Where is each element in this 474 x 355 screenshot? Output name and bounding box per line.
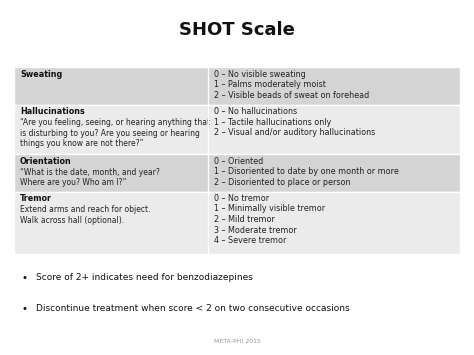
Text: 3 – Moderate tremor: 3 – Moderate tremor (214, 226, 296, 235)
Text: 2 – Visible beads of sweat on forehead: 2 – Visible beads of sweat on forehead (214, 91, 369, 100)
Text: 0 – No tremor: 0 – No tremor (214, 194, 269, 203)
Text: 1 – Disoriented to date by one month or more: 1 – Disoriented to date by one month or … (214, 167, 399, 176)
Text: 1 – Tactile hallucinations only: 1 – Tactile hallucinations only (214, 118, 331, 126)
Text: is disturbing to you? Are you seeing or hearing: is disturbing to you? Are you seeing or … (20, 129, 200, 138)
Text: “Are you feeling, seeing, or hearing anything that: “Are you feeling, seeing, or hearing any… (20, 118, 210, 127)
Text: 2 – Disoriented to place or person: 2 – Disoriented to place or person (214, 178, 350, 187)
Text: 2 – Mild tremor: 2 – Mild tremor (214, 215, 274, 224)
Text: 0 – Oriented: 0 – Oriented (214, 157, 263, 166)
Text: 1 – Minimally visible tremor: 1 – Minimally visible tremor (214, 204, 325, 213)
Text: 2 – Visual and/or auditory hallucinations: 2 – Visual and/or auditory hallucination… (214, 128, 375, 137)
Text: •: • (21, 273, 27, 283)
Text: Extend arms and reach for object.: Extend arms and reach for object. (20, 205, 150, 214)
Text: Discontinue treatment when score < 2 on two consecutive occasions: Discontinue treatment when score < 2 on … (36, 304, 349, 312)
Text: Where are you? Who am I?”: Where are you? Who am I?” (20, 179, 126, 187)
Text: META-PHI 2015: META-PHI 2015 (214, 339, 260, 344)
Text: Walk across hall (optional).: Walk across hall (optional). (20, 216, 124, 225)
Text: •: • (21, 304, 27, 313)
Text: 0 – No visible sweating: 0 – No visible sweating (214, 70, 305, 79)
Text: 0 – No hallucinations: 0 – No hallucinations (214, 107, 297, 116)
Text: 1 – Palms moderately moist: 1 – Palms moderately moist (214, 80, 326, 89)
Text: Orientation: Orientation (20, 157, 72, 166)
Text: Hallucinations: Hallucinations (20, 107, 85, 116)
Text: SHOT Scale: SHOT Scale (179, 21, 295, 39)
Text: Sweating: Sweating (20, 70, 62, 79)
Text: things you know are not there?”: things you know are not there?” (20, 139, 144, 148)
Text: 4 – Severe tremor: 4 – Severe tremor (214, 236, 286, 245)
Text: Score of 2+ indicates need for benzodiazepines: Score of 2+ indicates need for benzodiaz… (36, 273, 253, 282)
Text: “What is the date, month, and year?: “What is the date, month, and year? (20, 168, 160, 177)
Text: Tremor: Tremor (20, 194, 52, 203)
